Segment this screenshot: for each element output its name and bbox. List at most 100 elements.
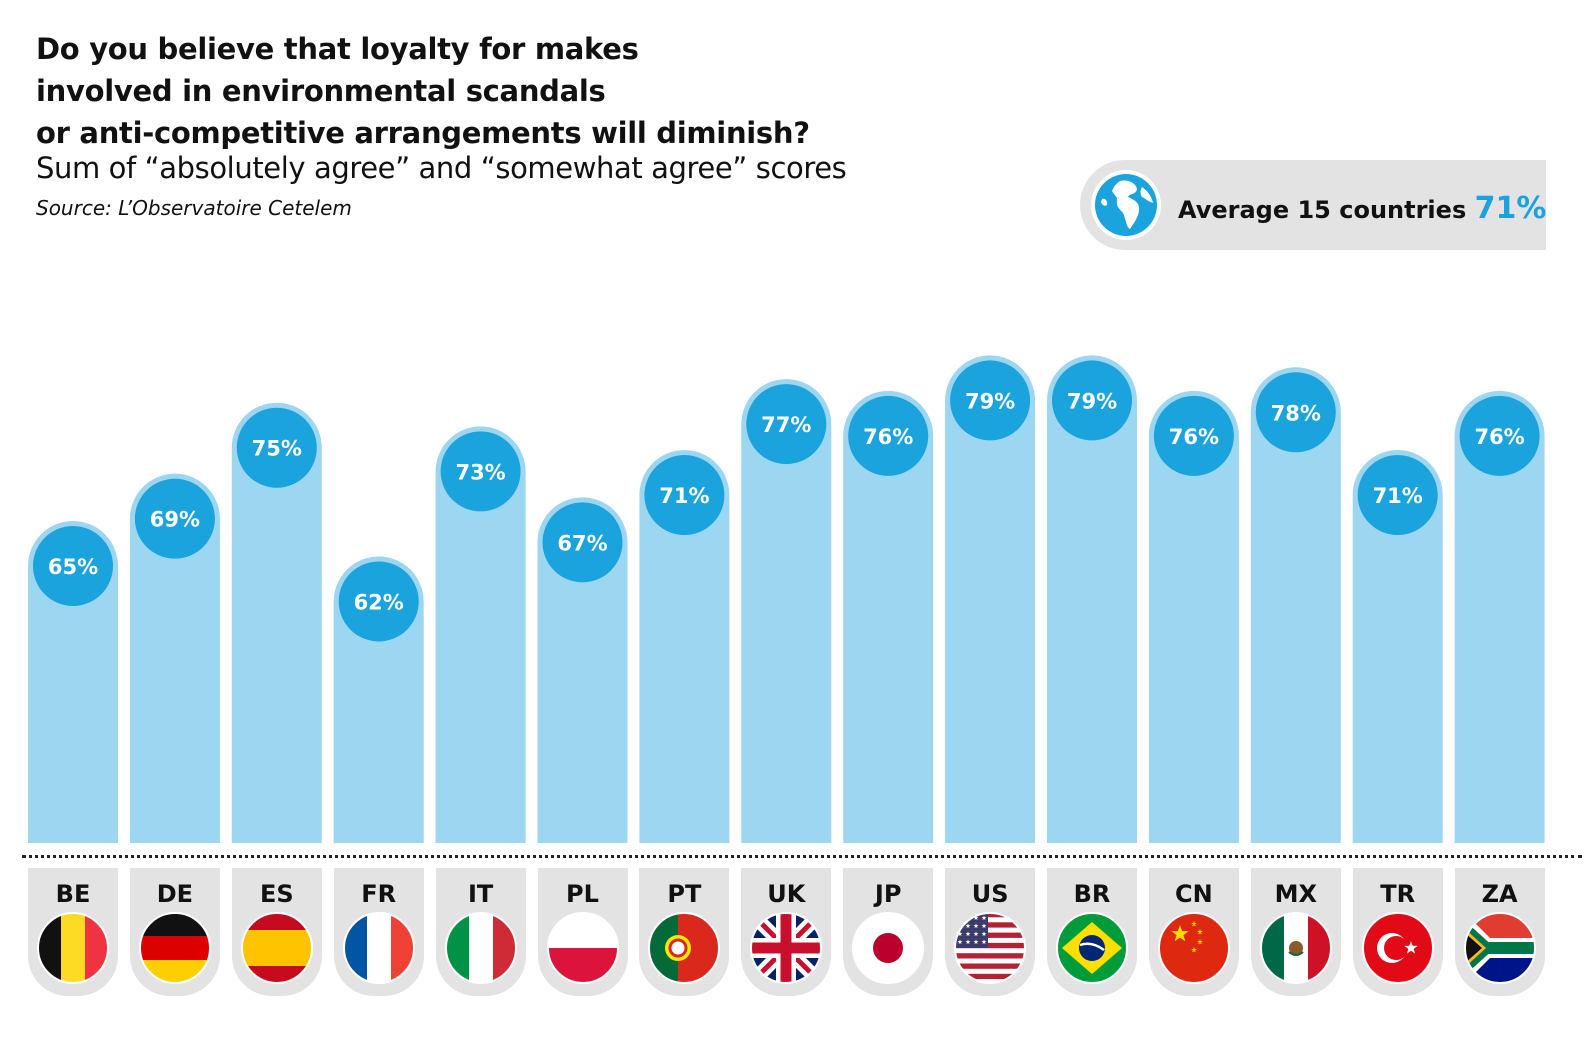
- category-tr: TR: [1352, 868, 1443, 996]
- value-label: 79%: [965, 389, 1015, 413]
- south-africa-flag-icon: [1463, 912, 1536, 984]
- category-fr: FR: [333, 868, 424, 996]
- chart-baseline: [22, 855, 1582, 858]
- category-za: ZA: [1454, 868, 1545, 996]
- chart-title-line-3: or anti-competitive arrangements will di…: [36, 116, 810, 150]
- category-br: BR: [1047, 868, 1137, 996]
- value-circle: [236, 407, 317, 488]
- france-flag-icon: [342, 912, 415, 984]
- bar-chart: 65% 69% 75% 62% 73% 67% 71% 77% 76% 79% 79% 76% 78% 7…: [28, 355, 1545, 843]
- category-pt: PT: [639, 868, 730, 996]
- category-es: ES: [231, 868, 322, 996]
- bar-mx: [1250, 367, 1341, 843]
- category-pl: PL: [537, 868, 628, 996]
- average-label-text: Average 15 countries: [1178, 196, 1467, 224]
- globe-icon: [1091, 170, 1161, 240]
- average-badge: Average 15 countries 71%: [1080, 160, 1546, 250]
- value-label: 67%: [557, 531, 607, 555]
- bar-pt: [639, 450, 730, 843]
- chart-subtitle: Sum of “absolutely agree” and “somewhat …: [36, 151, 847, 185]
- bar-be: [28, 520, 118, 843]
- value-label: 65%: [48, 555, 98, 579]
- value-circle: [440, 431, 521, 512]
- category-label: DE: [156, 880, 194, 908]
- chart-title-line-1: Do you believe that loyalty for makes: [36, 32, 639, 66]
- category-be: BE: [28, 868, 118, 996]
- category-label: US: [971, 880, 1009, 908]
- category-label: BE: [55, 880, 91, 908]
- japan-flag-icon: [852, 912, 925, 984]
- turkey-flag-icon: [1361, 912, 1434, 984]
- bar-pl: [537, 497, 628, 843]
- value-label: 73%: [455, 460, 505, 484]
- brazil-flag-icon: [1056, 912, 1128, 984]
- bar-za: [1454, 390, 1545, 843]
- bar-es: [231, 402, 322, 843]
- value-label: 62%: [354, 590, 404, 614]
- category-label: ES: [259, 880, 294, 908]
- category-label: BR: [1073, 880, 1111, 908]
- value-label: 77%: [761, 413, 811, 437]
- value-label: 76%: [1474, 425, 1524, 449]
- value-label: 76%: [863, 425, 913, 449]
- category-label: JP: [874, 880, 902, 908]
- mexico-flag-icon: [1259, 912, 1332, 984]
- category-label: TR: [1380, 880, 1416, 908]
- bar-us: [945, 355, 1036, 843]
- category-label: PL: [566, 880, 599, 908]
- value-circle: [1255, 372, 1336, 453]
- category-jp: JP: [843, 868, 934, 996]
- portugal-flag-icon: [648, 912, 721, 984]
- italy-flag-icon: [444, 912, 517, 984]
- category-de: DE: [129, 868, 220, 996]
- category-label: IT: [467, 880, 494, 908]
- value-circle: [950, 360, 1031, 441]
- value-label: 79%: [1067, 389, 1117, 413]
- bar-cn: [1148, 390, 1239, 843]
- chart-title-line-2: involved in environmental scandals: [36, 74, 606, 108]
- value-circle: [542, 502, 623, 583]
- category-label: ZA: [1481, 880, 1518, 908]
- value-circle: [338, 561, 419, 642]
- bar-it: [435, 426, 526, 843]
- category-label: PT: [667, 880, 702, 908]
- value-label: 78%: [1271, 401, 1321, 425]
- china-flag-icon: [1157, 912, 1230, 984]
- bar-uk: [741, 379, 832, 843]
- value-circle: [1052, 360, 1132, 441]
- bar-br: [1047, 355, 1137, 843]
- chart-source: Source: L’Observatoire Cetelem: [36, 196, 352, 220]
- category-uk: UK: [741, 868, 832, 996]
- value-label: 76%: [1169, 425, 1219, 449]
- category-cn: CN: [1148, 868, 1239, 996]
- germany-flag-icon: [138, 912, 211, 984]
- value-circle: [746, 384, 827, 465]
- value-label: 69%: [150, 508, 200, 532]
- category-us: US: [945, 868, 1036, 996]
- average-label: Average 15 countries 71%: [1178, 191, 1546, 226]
- usa-flag-icon: [954, 912, 1027, 984]
- value-circle: [1459, 395, 1540, 476]
- category-it: IT: [435, 868, 526, 996]
- value-label: 71%: [1373, 484, 1423, 508]
- value-circle: [1357, 455, 1438, 536]
- bar-de: [129, 473, 220, 843]
- category-label: UK: [767, 880, 806, 908]
- value-circle: [644, 455, 725, 536]
- value-circle: [1153, 395, 1234, 476]
- poland-flag-icon: [546, 912, 619, 984]
- category-label: CN: [1175, 880, 1213, 908]
- average-value: 71%: [1474, 191, 1547, 226]
- value-circle: [848, 395, 929, 476]
- value-label: 71%: [659, 484, 709, 508]
- spain-flag-icon: [240, 912, 313, 984]
- value-label: 75%: [252, 437, 302, 461]
- bar-tr: [1352, 450, 1443, 843]
- value-circle: [33, 525, 113, 606]
- category-label: FR: [361, 880, 397, 908]
- category-label: MX: [1274, 880, 1317, 908]
- value-circle: [134, 478, 215, 559]
- bar-jp: [843, 390, 934, 843]
- chart-title: Do you believe that loyalty for makes in…: [36, 28, 810, 154]
- belgium-flag-icon: [37, 912, 109, 984]
